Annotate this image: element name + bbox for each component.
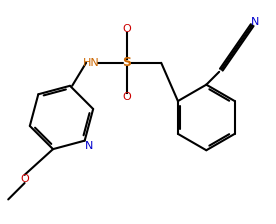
Text: O: O bbox=[123, 24, 131, 34]
Text: N: N bbox=[84, 141, 93, 151]
Text: HN: HN bbox=[83, 58, 100, 68]
Text: O: O bbox=[20, 174, 29, 184]
Text: S: S bbox=[123, 56, 132, 69]
Text: N: N bbox=[251, 17, 260, 27]
Text: O: O bbox=[123, 92, 131, 102]
